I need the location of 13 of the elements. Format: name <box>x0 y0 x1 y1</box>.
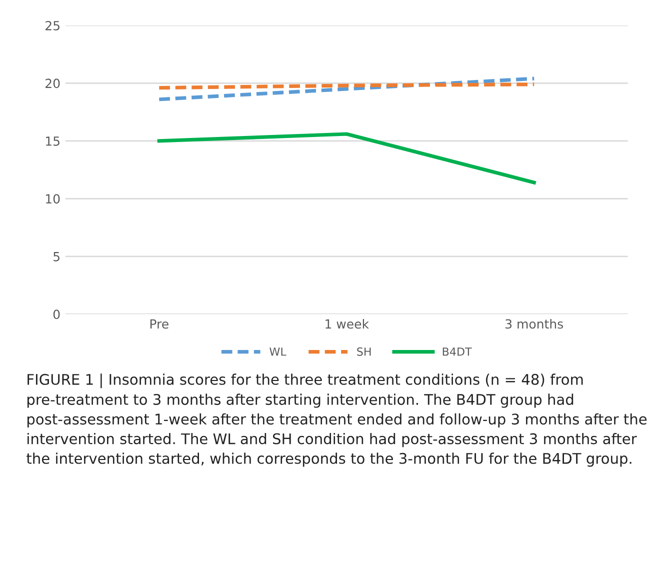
y-tick-label: 25 <box>46 20 60 30</box>
y-tick-label: 20 <box>46 78 60 88</box>
x-tick-label: 3 months <box>506 318 563 329</box>
legend-label: WL <box>270 348 286 356</box>
x-tick-label: Pre <box>150 319 168 329</box>
y-tick-label: 5 <box>54 252 60 262</box>
y-tick-label: 15 <box>46 136 60 146</box>
x-tick-label: 1 week <box>326 318 369 329</box>
caption: FIGURE 1 | Insomnia scores for the three treatment conditions (n = 48) from pre-treatment to 3 months after starting intervention. The B4DT group had post-assessment 1-week after the treatment ended and follow-up 3 months after the intervention started. The WL and SH condition had post-assessment 3 months after the intervention started, which corresponds to the 3-month FU for the B4DT group. <box>26 374 647 467</box>
legend-label: B4DT <box>442 348 472 356</box>
y-tick-label: 10 <box>46 194 60 204</box>
legend-label: SH <box>357 347 371 356</box>
y-tick-label: 0 <box>53 310 60 320</box>
